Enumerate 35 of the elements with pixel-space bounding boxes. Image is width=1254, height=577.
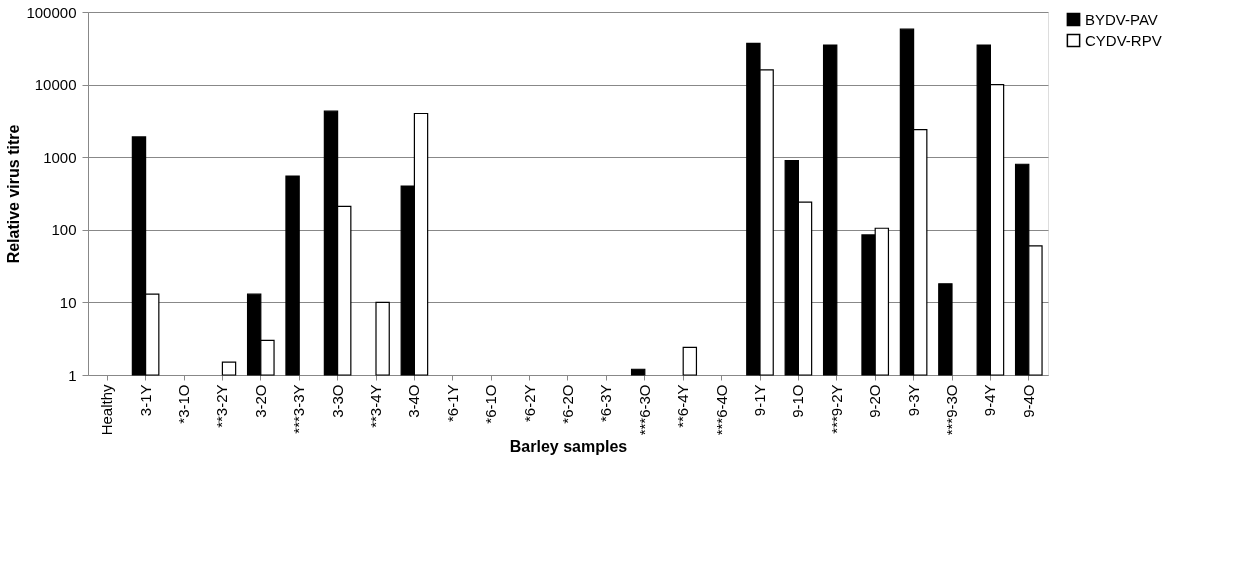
x-tick-label: *6-2Y [520, 384, 538, 423]
x-tick-label: *6-1O [482, 384, 500, 424]
x-tick-label: *6-2O [559, 384, 576, 424]
legend-label: BYDV-PAV [1085, 10, 1158, 28]
x-tick-label: **3-4Y [367, 384, 384, 428]
x-tick-label: 3-2O [251, 384, 269, 418]
x-tick-label: 9-4Y [981, 384, 999, 417]
x-tick-label: Healthy [98, 384, 116, 436]
x-tick-label: 9-3Y [904, 384, 922, 417]
x-tick-label: 3-3O [328, 384, 346, 418]
y-tick-label: 100 [51, 221, 77, 239]
x-tick-label: ***3-3Y [290, 384, 308, 434]
y-tick-label: 100000 [26, 3, 77, 21]
x-tick-label: 9-4O [1019, 384, 1037, 418]
x-tick-label: **3-2Y [213, 384, 231, 428]
x-tick-label: *6-1Y [443, 384, 461, 423]
x-tick-label: ***6-4O [712, 384, 730, 436]
x-axis-title: Barley samples [509, 438, 628, 456]
x-tick-label: ***9-2Y [827, 384, 845, 434]
x-tick-label: 9-1O [789, 384, 807, 418]
legend-label: CYDV-RPV [1085, 31, 1162, 49]
y-tick-label: 1000 [43, 148, 77, 166]
y-tick-label: 10 [59, 293, 77, 311]
x-tick-label: *6-3Y [597, 384, 615, 423]
x-tick-label: ***6-3O [635, 384, 653, 436]
x-tick-label: **6-4Y [674, 384, 692, 428]
y-tick-label: 10000 [34, 76, 77, 94]
x-tick-label: 9-2O [866, 384, 884, 418]
x-tick-label: 9-1Y [751, 384, 768, 417]
y-axis-title: Relative virus titre [5, 124, 23, 264]
x-tick-label: 3-4O [405, 384, 423, 418]
x-tick-label: 3-1Y [136, 384, 154, 417]
x-tick-label: ***9-3O [943, 384, 960, 436]
y-tick-label: 1 [68, 366, 77, 384]
x-tick-label: *3-1O [175, 384, 192, 424]
